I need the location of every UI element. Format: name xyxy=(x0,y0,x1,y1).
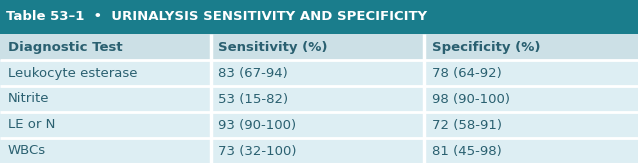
Text: Sensitivity (%): Sensitivity (%) xyxy=(218,41,328,53)
Text: WBCs: WBCs xyxy=(8,144,46,157)
Text: Nitrite: Nitrite xyxy=(8,92,49,105)
Text: 73 (32-100): 73 (32-100) xyxy=(218,144,297,157)
Text: Leukocyte esterase: Leukocyte esterase xyxy=(8,66,137,80)
Text: LE or N: LE or N xyxy=(8,119,55,132)
Text: Table 53–1  •  URINALYSIS SENSITIVITY AND SPECIFICITY: Table 53–1 • URINALYSIS SENSITIVITY AND … xyxy=(6,10,427,23)
Text: 72 (58-91): 72 (58-91) xyxy=(432,119,502,132)
Text: 83 (67-94): 83 (67-94) xyxy=(218,66,288,80)
Text: 78 (64-92): 78 (64-92) xyxy=(432,66,501,80)
Text: 81 (45-98): 81 (45-98) xyxy=(432,144,501,157)
Text: Diagnostic Test: Diagnostic Test xyxy=(8,41,122,53)
Bar xyxy=(0,0,638,34)
Bar xyxy=(0,34,638,60)
Text: 98 (90-100): 98 (90-100) xyxy=(432,92,510,105)
Bar xyxy=(0,112,638,138)
Text: 93 (90-100): 93 (90-100) xyxy=(218,119,296,132)
Bar xyxy=(0,60,638,86)
Bar xyxy=(0,86,638,112)
Bar xyxy=(0,138,638,164)
Text: Specificity (%): Specificity (%) xyxy=(432,41,540,53)
Text: 53 (15-82): 53 (15-82) xyxy=(218,92,288,105)
